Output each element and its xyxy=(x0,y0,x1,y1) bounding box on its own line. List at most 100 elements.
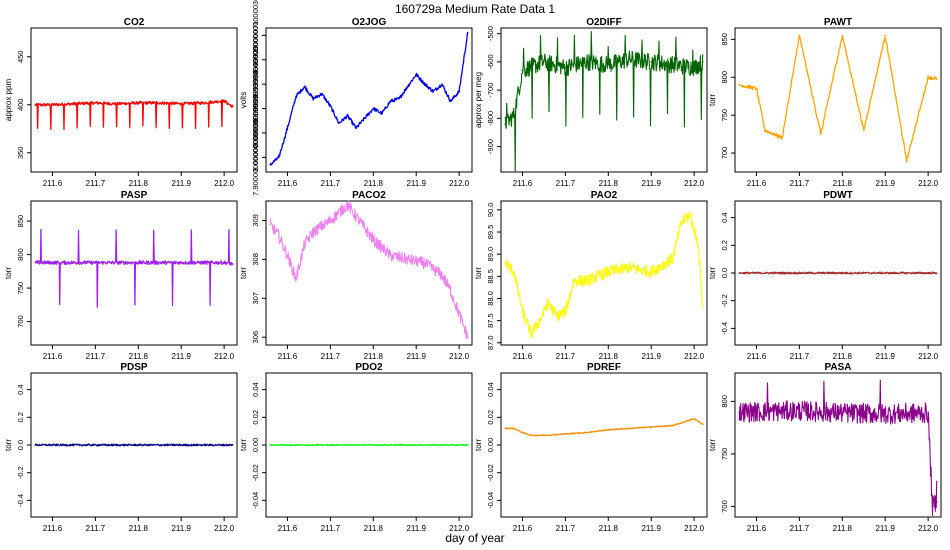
data-point xyxy=(841,34,844,37)
data-point xyxy=(441,274,443,276)
data-point xyxy=(231,263,234,265)
data-point xyxy=(680,222,683,224)
data-point xyxy=(286,444,289,446)
data-point xyxy=(781,137,784,139)
y-axis-label: torr xyxy=(708,267,717,279)
data-point xyxy=(697,244,700,247)
data-point xyxy=(521,69,524,72)
y-axis-label: torr xyxy=(708,439,717,451)
panel-pasa: PASA torr 700 750 800 211.6 211.7 211.8 211.9 212… xyxy=(708,362,942,533)
x-axis-title: day of year xyxy=(445,531,505,545)
y-tick-label: 8.00000000000000000 xyxy=(251,94,260,171)
plot-frame xyxy=(265,27,473,173)
data-point xyxy=(935,77,938,80)
x-tick-label: 211.8 xyxy=(129,524,149,533)
data-point xyxy=(628,58,631,60)
data-point xyxy=(564,310,567,313)
data-point xyxy=(513,271,515,273)
series-line-pasa xyxy=(738,379,938,516)
data-point xyxy=(34,104,37,106)
page-title: 160729a Medium Rate Data 1 xyxy=(394,2,556,16)
panel-title: PASA xyxy=(824,362,851,373)
y-axis-label: torr xyxy=(4,267,13,279)
data-point xyxy=(449,100,452,103)
x-tick-label: 211.6 xyxy=(747,524,767,533)
data-point xyxy=(329,105,332,107)
panel-paco2: PACO2 torr 306 307 308 309 211.6 211.7 211.8 211.… xyxy=(239,190,473,361)
x-tick-label: 211.9 xyxy=(875,179,895,188)
x-tick-label: 211.6 xyxy=(278,179,298,188)
y-tick-label: 850 xyxy=(720,33,729,46)
x-tick-label: 211.8 xyxy=(599,352,619,361)
data-point xyxy=(671,63,674,66)
data-point xyxy=(441,83,443,85)
panel-title: PDO2 xyxy=(355,362,383,373)
x-tick-label: 211.9 xyxy=(641,524,661,533)
x-tick-label: 211.9 xyxy=(875,352,895,361)
data-point xyxy=(755,87,758,90)
data-point xyxy=(701,423,704,426)
data-point xyxy=(278,235,280,237)
y-axis-label: torr xyxy=(708,94,717,106)
data-point xyxy=(51,104,54,106)
data-point xyxy=(73,103,75,105)
panel-pawt: PAWT torr 700 750 800 850 211.6 211.7 211.8 211.9… xyxy=(708,17,942,188)
data-point xyxy=(34,261,37,264)
data-point xyxy=(586,61,588,63)
y-tick-label: 88.0 xyxy=(486,291,495,306)
data-point xyxy=(530,333,532,335)
data-point xyxy=(586,279,588,282)
x-tick-label: 211.9 xyxy=(406,352,426,361)
series-line-pao2 xyxy=(504,212,704,339)
y-tick-label: -700 xyxy=(486,83,495,98)
x-tick-label: 211.7 xyxy=(556,524,576,533)
x-tick-label: 211.7 xyxy=(556,352,576,361)
y-tick-label: 700 xyxy=(720,500,729,513)
data-point xyxy=(927,412,929,414)
data-point xyxy=(607,428,610,431)
x-tick-label: 211.8 xyxy=(364,352,384,361)
data-point xyxy=(841,412,844,414)
data-point xyxy=(738,84,741,86)
data-point xyxy=(73,261,75,264)
plot-frame xyxy=(500,200,708,346)
data-point xyxy=(372,107,375,110)
y-tick-label: 750 xyxy=(720,109,729,122)
y-tick-label: 89.0 xyxy=(486,247,495,262)
data-point xyxy=(693,66,695,69)
panel-title: PDWT xyxy=(823,190,852,201)
panel-title: CO2 xyxy=(124,17,145,28)
y-tick-label: 87.0 xyxy=(486,335,495,350)
y-tick-label: 850 xyxy=(16,215,25,228)
data-point xyxy=(884,34,887,37)
series-line-paco2 xyxy=(269,200,469,340)
data-point xyxy=(278,156,280,159)
y-tick-label: 350 xyxy=(16,147,25,160)
series-line-o2diff xyxy=(504,30,704,172)
data-point xyxy=(398,97,400,100)
x-tick-label: 211.6 xyxy=(747,352,767,361)
data-point xyxy=(607,271,610,273)
y-tick-label: 0.00 xyxy=(251,438,260,453)
data-point xyxy=(346,115,349,117)
data-point xyxy=(231,105,234,108)
y-axis-label: volts xyxy=(239,92,248,108)
data-point xyxy=(355,127,357,129)
y-axis-label: torr xyxy=(4,439,13,451)
data-point xyxy=(180,261,183,264)
y-tick-label: -0.02 xyxy=(251,464,260,481)
x-tick-label: 212.0 xyxy=(449,179,470,188)
data-point xyxy=(513,114,515,117)
data-point xyxy=(905,159,908,162)
y-tick-label: 8.19999999999999929 xyxy=(251,46,260,123)
data-point xyxy=(564,66,567,69)
data-point xyxy=(884,413,887,415)
data-point xyxy=(628,427,631,430)
series-line-pdwt xyxy=(739,271,937,275)
plot-frame xyxy=(265,200,473,346)
panel-title: PAWT xyxy=(824,17,852,28)
data-point xyxy=(935,272,938,274)
plot-frame xyxy=(734,27,942,173)
y-axis-label: torr xyxy=(239,267,248,279)
data-point xyxy=(320,93,323,95)
